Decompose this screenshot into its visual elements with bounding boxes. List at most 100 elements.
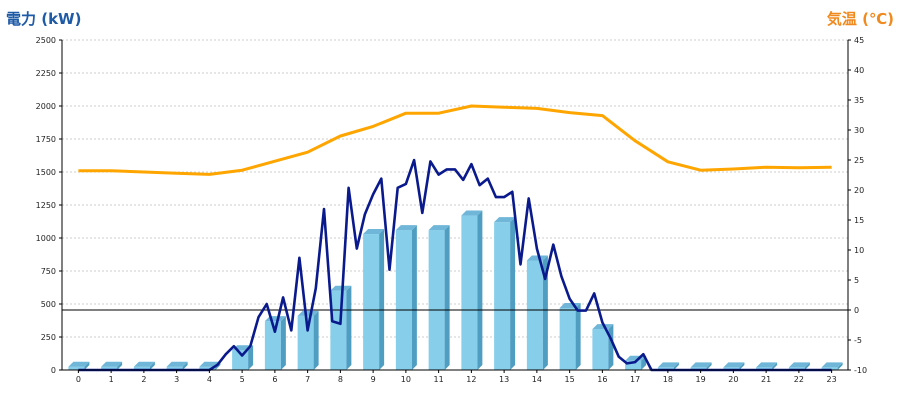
bar-front [133,366,150,370]
x-tick-label: 7 [305,375,310,384]
bar [657,362,679,370]
bar-front [199,366,216,370]
bar-top [461,210,483,216]
right-tick-label: 20 [854,186,864,195]
bar-front [461,215,478,370]
bar [690,362,712,370]
x-tick-label: 0 [76,375,81,384]
left-tick-label: 250 [41,333,56,342]
x-tick-label: 9 [371,375,376,384]
bar-front [723,367,740,370]
right-tick-label: 40 [854,66,864,75]
x-tick-label: 6 [272,375,277,384]
bar-front [756,367,773,370]
bar-side [182,361,188,370]
bar-front [264,321,281,370]
left-tick-label: 1500 [36,168,56,177]
x-tick-label: 4 [207,375,212,384]
bar-top [821,362,843,368]
right-tick-label: 35 [854,96,864,105]
x-tick-label: 16 [597,375,607,384]
bar [756,362,778,370]
bar-top [788,362,810,368]
bar-side [706,362,712,370]
bar-side [772,362,778,370]
bar-front [526,260,543,370]
power-line [78,158,832,372]
left-tick-label: 1750 [36,135,56,144]
bar [68,361,90,370]
left-tick-label: 2250 [36,69,56,78]
right-tick-label: 15 [854,216,864,225]
bar [821,362,843,370]
bar [592,324,614,370]
x-tick-label: 15 [565,375,575,384]
bar-front [494,222,511,370]
bar [395,225,417,370]
bar-top [428,225,450,231]
bar-top [297,310,319,316]
x-tick-label: 17 [630,375,640,384]
bar [428,225,450,370]
bar-side [379,229,385,370]
x-tick-label: 3 [174,375,179,384]
bar-series [68,210,843,370]
bar-side [248,345,254,370]
x-tick-label: 1 [109,375,114,384]
bar-front [592,329,609,370]
bar [723,362,745,370]
bar-front [68,366,85,370]
right-tick-label: 5 [854,276,859,285]
bar-side [477,210,483,370]
x-axis-ticks: 0 1 2 3 4 5 6 7 8 9 10 11 12 13 14 15 16 17 18 19 20 21 22 23 [76,370,837,384]
bar-side [739,362,745,370]
x-tick-label: 11 [434,375,444,384]
bar-side [542,255,548,370]
temperature-line [78,104,832,176]
bar-top [592,324,614,330]
left-tick-label: 0 [51,366,56,375]
right-tick-label: 0 [854,306,859,315]
bar-top [101,361,123,367]
right-axis-title: 気温 (℃) [826,10,894,28]
gridlines [62,39,848,338]
x-tick-label: 8 [338,375,343,384]
left-axis-title: 電力 (kW) [6,10,82,28]
bar-front [166,366,183,370]
bar-top [690,362,712,368]
x-tick-label: 20 [728,375,738,384]
right-tick-label: 45 [854,36,864,45]
left-tick-label: 1250 [36,201,56,210]
bar [461,210,483,370]
x-tick-label: 12 [466,375,476,384]
left-axis-ticks: 0 250 500 750 1000 1250 1500 1750 2000 2250 2500 [36,36,62,375]
left-tick-label: 2500 [36,36,56,45]
x-tick-label: 21 [761,375,771,384]
bar-top [756,362,778,368]
x-tick-label: 5 [240,375,245,384]
bar-top [657,362,679,368]
bar-side [84,361,90,370]
x-tick-label: 2 [141,375,146,384]
bar-front [428,230,445,370]
bar [133,361,155,370]
bar-side [280,316,286,370]
x-tick-label: 14 [532,375,542,384]
right-tick-label: 30 [854,126,864,135]
x-tick-label: 23 [827,375,837,384]
bar-front [657,367,674,370]
right-axis-ticks: -10 -5 0 5 10 15 20 25 30 35 40 45 [848,36,867,375]
right-tick-label: -5 [854,336,862,345]
bar-front [821,367,838,370]
bar [101,361,123,370]
bar-front [330,290,347,370]
bar-top [68,361,90,367]
bar [559,302,581,370]
bar [526,255,548,370]
bar-side [608,324,614,370]
bar-side [313,310,319,370]
line-series [78,104,832,372]
bar-side [575,302,581,370]
left-tick-label: 500 [41,300,56,309]
bar-top [395,225,417,231]
